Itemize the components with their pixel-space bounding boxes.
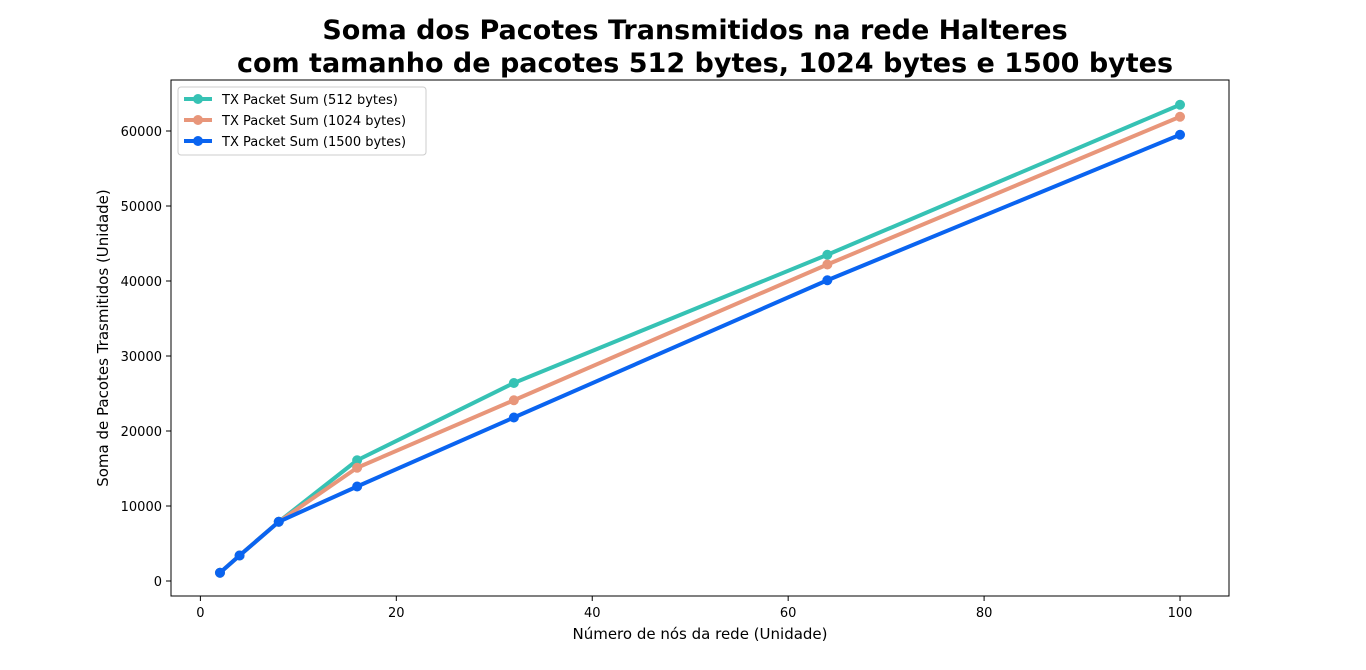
y-tick-label-2: 20000 xyxy=(121,425,162,440)
series-0-point-5 xyxy=(822,249,833,260)
chart-title-line-1: Soma dos Pacotes Transmitidos na rede Ha… xyxy=(322,15,1067,46)
series-0-point-3 xyxy=(352,455,363,466)
y-tick-label-3: 30000 xyxy=(121,350,162,365)
series-0-point-6 xyxy=(1175,99,1186,110)
legend-swatch-marker-2 xyxy=(193,136,203,146)
legend-item-1: TX Packet Sum (1024 bytes) xyxy=(184,114,406,129)
y-axis-label: Soma de Pacotes Trasmitidos (Unidade) xyxy=(94,189,112,487)
chart-title: Soma dos Pacotes Transmitidos na rede Ha… xyxy=(237,15,1173,79)
x-tick-label-5: 100 xyxy=(1168,606,1193,621)
x-axis-label: Número de nós da rede (Unidade) xyxy=(572,625,827,643)
legend-item-0: TX Packet Sum (512 bytes) xyxy=(184,93,398,108)
x-tick-label-4: 80 xyxy=(976,606,993,621)
series-1-point-4 xyxy=(508,395,519,406)
legend-swatch-marker-0 xyxy=(193,94,203,104)
y-tick-label-5: 50000 xyxy=(121,200,162,215)
series-2 xyxy=(214,129,1186,578)
x-tick-label-0: 0 xyxy=(196,606,204,621)
x-tick-label-2: 40 xyxy=(584,606,601,621)
x-tick-label-3: 60 xyxy=(780,606,797,621)
legend-swatch-marker-1 xyxy=(193,115,203,125)
series-1-point-5 xyxy=(822,259,833,270)
series-2-point-2 xyxy=(273,516,284,527)
series-2-point-6 xyxy=(1175,129,1186,140)
legend-label-2: TX Packet Sum (1500 bytes) xyxy=(221,135,406,150)
legend-label-1: TX Packet Sum (1024 bytes) xyxy=(221,114,406,129)
legend-box xyxy=(177,86,427,156)
legend: TX Packet Sum (512 bytes) TX Packet Sum (… xyxy=(177,86,427,156)
legend-label-0: TX Packet Sum (512 bytes) xyxy=(221,93,398,108)
y-tick-label-4: 40000 xyxy=(121,275,162,290)
series-2-point-1 xyxy=(234,550,245,561)
series-0-point-4 xyxy=(508,378,519,388)
legend-item-2: TX Packet Sum (1500 bytes) xyxy=(184,135,406,150)
series-2-point-3 xyxy=(352,481,363,492)
x-tick-label-1: 20 xyxy=(388,606,405,621)
series-2-point-0 xyxy=(214,567,225,578)
y-tick-label-1: 10000 xyxy=(121,500,162,515)
series-2-point-5 xyxy=(822,275,833,286)
series-layer xyxy=(214,99,1186,578)
y-axis-ticks: 0 10000 20000 30000 40000 50000 60000 xyxy=(121,125,171,590)
y-tick-label-6: 60000 xyxy=(121,125,162,140)
series-2-point-4 xyxy=(508,412,519,423)
series-1-point-6 xyxy=(1175,111,1186,122)
chart-title-line-2: com tamanho de pacotes 512 bytes, 1024 b… xyxy=(237,48,1173,79)
x-axis-ticks: 0 20 40 60 80 100 xyxy=(196,596,1192,621)
series-1-point-3 xyxy=(352,462,363,473)
y-tick-label-0: 0 xyxy=(154,575,162,590)
